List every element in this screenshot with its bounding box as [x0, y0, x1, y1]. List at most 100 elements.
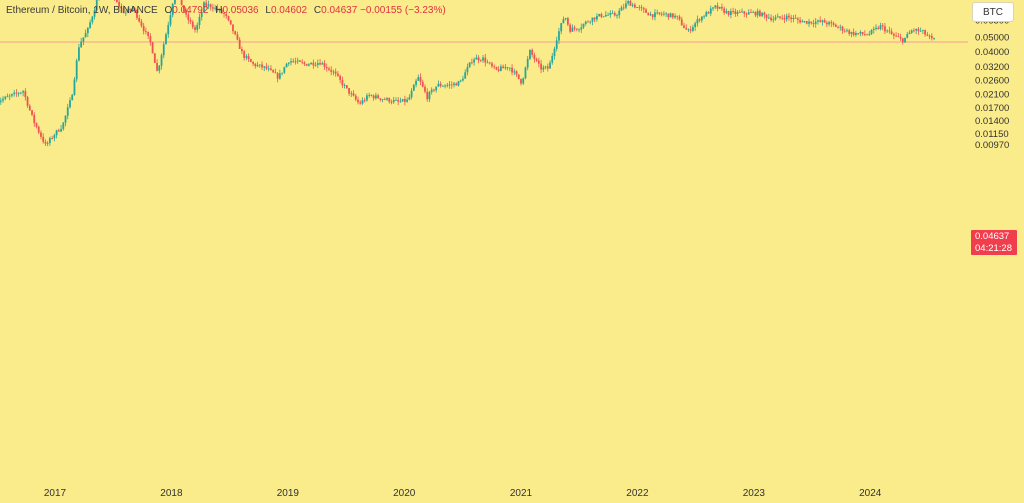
candle-body [459, 80, 462, 82]
candle-body [328, 68, 330, 70]
candle-body [611, 12, 614, 14]
y-tick-label: 0.05000 [975, 33, 1009, 44]
candle-body [466, 67, 469, 73]
candle-body [169, 15, 172, 25]
candle-body [17, 93, 20, 95]
candle-body [263, 66, 266, 68]
candle-body [397, 99, 400, 102]
candle-body [759, 10, 761, 17]
candle-body [825, 22, 828, 25]
candle-body [752, 12, 755, 13]
candle-body [424, 86, 426, 92]
candle-body [361, 100, 364, 104]
candle-body [118, 1, 121, 7]
candle-body [11, 94, 13, 96]
y-tick-label: 0.01150 [975, 129, 1009, 140]
candle-body [86, 27, 89, 34]
candle-body [879, 25, 882, 29]
candle-body [390, 101, 393, 103]
candle-body [319, 63, 321, 65]
candle-body [220, 9, 223, 14]
candle-body [241, 48, 243, 52]
candle-body [839, 26, 842, 28]
candle-body [243, 51, 246, 58]
currency-unit-button[interactable]: BTC [972, 2, 1014, 22]
candle-body [31, 110, 33, 115]
candle-body [174, 0, 176, 4]
x-tick-label: 2018 [160, 488, 183, 499]
last-price-value: 0.04637 [975, 231, 1010, 242]
x-tick-label: 2022 [626, 488, 649, 499]
candle-body [430, 89, 433, 93]
candle-body [325, 67, 328, 69]
candle-body [520, 78, 522, 84]
candle-body [500, 66, 502, 71]
y-tick-label: 0.01700 [975, 103, 1009, 114]
candle-body [747, 12, 750, 15]
time-axis[interactable]: 2017 2018 2019 2020 2021 2022 2023 2024 [44, 488, 882, 499]
candle-body [669, 13, 672, 18]
candle-body [473, 59, 476, 63]
candle-body [642, 8, 645, 10]
high-label: H [215, 5, 223, 16]
candle-body [647, 12, 650, 16]
candle-body [640, 7, 643, 9]
candle-body [593, 17, 596, 20]
candle-body [515, 71, 518, 75]
candle-body [48, 138, 51, 144]
candle-body [799, 19, 801, 23]
candle-body [886, 30, 889, 32]
y-tick-label: 0.03200 [975, 62, 1009, 73]
candle-body [363, 100, 366, 102]
candle-body [214, 7, 217, 9]
candle-body [810, 21, 813, 24]
candle-body [13, 92, 16, 95]
candle-body [51, 138, 54, 139]
x-tick-label: 2021 [510, 488, 533, 499]
candle-body [4, 96, 7, 99]
candle-body [926, 34, 929, 36]
candle-body [294, 61, 297, 63]
candle-body [55, 130, 58, 136]
candle-body [526, 58, 529, 68]
candle-body [131, 8, 134, 10]
candle-body [312, 62, 315, 66]
candle-body [553, 48, 556, 57]
candle-body [861, 31, 864, 35]
candle-body [182, 5, 185, 12]
candle-body [761, 12, 764, 17]
x-tick-label: 2020 [393, 488, 416, 499]
candle-body [316, 63, 319, 65]
candle-body [205, 2, 208, 6]
candle-body [267, 68, 270, 70]
candle-body [763, 12, 766, 15]
last-price-tag: 0.04637 04:21:28 [971, 230, 1017, 255]
candle-body [95, 0, 98, 11]
candle-body [457, 81, 460, 86]
candle-body [685, 27, 688, 30]
candle-body [292, 61, 295, 62]
candle-body [575, 28, 578, 30]
candle-body [120, 6, 123, 9]
candle-body [78, 47, 80, 61]
candle-body [866, 34, 868, 36]
candle-body [15, 92, 18, 94]
candle-body [482, 57, 484, 61]
candle-body [28, 105, 31, 111]
candle-body [22, 91, 25, 93]
candle-body [151, 42, 154, 54]
open-label: O [164, 5, 173, 16]
candle-body [859, 31, 862, 34]
candle-body [627, 1, 630, 4]
candle-body [272, 69, 275, 73]
candle-body [537, 60, 540, 64]
candle-body [913, 30, 915, 32]
candle-body [921, 30, 924, 31]
candle-body [852, 32, 855, 36]
candle-body [265, 66, 268, 69]
candle-body [877, 27, 880, 29]
candle-body [906, 34, 909, 38]
candle-body [703, 16, 705, 18]
high-value: 0.05036 [222, 5, 259, 16]
